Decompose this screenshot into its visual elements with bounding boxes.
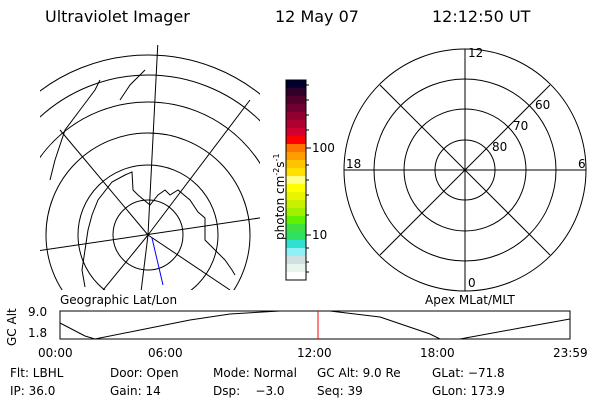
colorbar-segment xyxy=(286,96,306,105)
date-label: 12 May 07 xyxy=(275,7,359,26)
colorbar-segment xyxy=(286,264,306,273)
xtick-1800: 18:00 xyxy=(420,346,455,360)
colorbar-segment xyxy=(286,112,306,121)
info-mode: Mode: Normal xyxy=(213,366,297,380)
colorbar-tick-100: 100 xyxy=(312,141,335,155)
xtick-1200: 12:00 xyxy=(297,346,332,360)
ytick-9: 9.0 xyxy=(28,305,48,319)
colorbar-segment xyxy=(286,192,306,201)
mlt-label-18: 18 xyxy=(346,157,362,171)
colorbar-segment xyxy=(286,216,306,225)
geographic-label: Geographic Lat/Lon xyxy=(60,293,178,307)
info-seq: Seq: 39 xyxy=(317,384,363,398)
info-glat: GLat: −71.8 xyxy=(432,366,505,380)
xtick-2359: 23:59 xyxy=(553,346,588,360)
colorbar-segment xyxy=(286,240,306,249)
info-door: Door: Open xyxy=(110,366,179,380)
mlt-label-12: 12 xyxy=(468,46,484,60)
lat-label-70: 70 xyxy=(513,119,529,133)
info-gc-alt: GC Alt: 9.0 Re xyxy=(317,366,401,380)
altitude-curve xyxy=(59,310,571,340)
colorbar-segment xyxy=(286,176,306,185)
colorbar-segment xyxy=(286,184,306,193)
colorbar-segment xyxy=(286,168,306,177)
colorbar-segment xyxy=(286,248,306,257)
time-label: 12:12:50 UT xyxy=(432,7,531,26)
lat-label-80: 80 xyxy=(492,140,508,154)
colorbar-segment xyxy=(286,152,306,161)
info-gain: Gain: 14 xyxy=(110,384,161,398)
colorbar-segment xyxy=(286,272,306,281)
info-dsp: Dsp: −3.0 xyxy=(213,384,285,398)
info-ip: IP: 36.0 xyxy=(10,384,56,398)
info-filter: Flt: LBHL xyxy=(10,366,64,380)
lat-label-60: 60 xyxy=(535,98,551,112)
ytick-1-8: 1.8 xyxy=(28,326,48,340)
colorbar xyxy=(285,79,311,281)
altplot-ylabel: GC Alt xyxy=(5,308,19,346)
colorbar-segment xyxy=(286,120,306,129)
colorbar-segment xyxy=(286,208,306,217)
colorbar-segment xyxy=(286,104,306,113)
colorbar-label: photon cm-2s-1 xyxy=(272,153,287,240)
colorbar-segment xyxy=(286,232,306,241)
colorbar-segment xyxy=(286,128,306,137)
altitude-plot xyxy=(59,310,571,340)
colorbar-segment xyxy=(286,224,306,233)
colorbar-segment xyxy=(286,160,306,169)
colorbar-segment xyxy=(286,144,306,153)
xtick-0600: 06:00 xyxy=(148,346,183,360)
colorbar-tick-10: 10 xyxy=(312,228,328,242)
mlt-label-6: 6 xyxy=(578,157,586,171)
info-glon: GLon: 173.9 xyxy=(432,384,505,398)
coastline xyxy=(81,171,236,288)
colorbar-segment xyxy=(286,88,306,97)
mlt-label-0: 0 xyxy=(468,276,476,290)
colorbar-segment xyxy=(286,136,306,145)
apex-label: Apex MLat/MLT xyxy=(425,293,515,307)
xtick-0000: 00:00 xyxy=(38,346,73,360)
geographic-map xyxy=(40,45,260,290)
mlt-polar-grid xyxy=(343,48,587,292)
instrument-title: Ultraviolet Imager xyxy=(45,7,190,26)
colorbar-segment xyxy=(286,256,306,265)
colorbar-segment xyxy=(286,200,306,209)
colorbar-segment xyxy=(286,80,306,89)
